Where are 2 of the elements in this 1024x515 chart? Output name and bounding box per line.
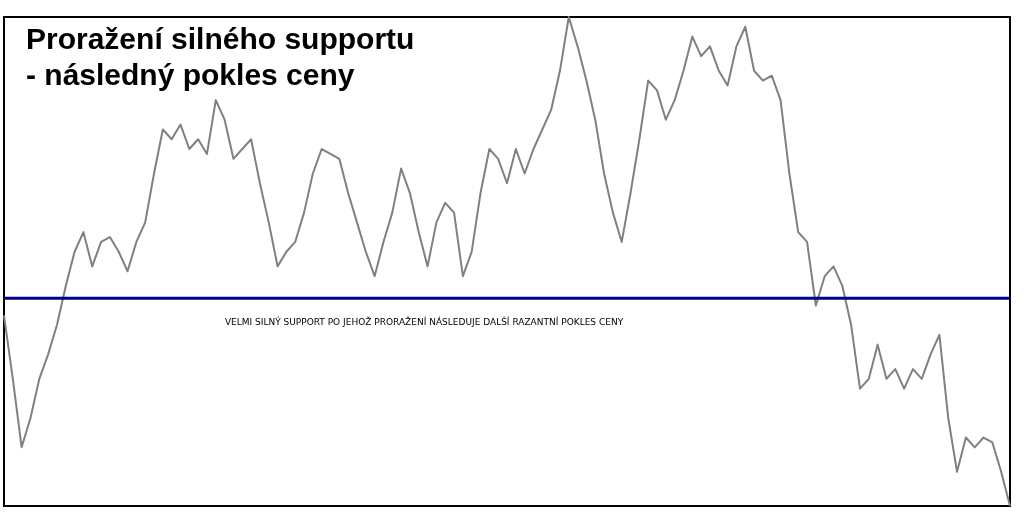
annotation: VELMI SILNÝ SUPPORT PO JEHOŽ PRORAŽENÍ NÁSLEDUJE DALŠÍ RAZANTNÍ POKLES CENY <box>224 316 624 328</box>
text: Proražení silného supportu - následný pokles ceny <box>26 22 415 91</box>
